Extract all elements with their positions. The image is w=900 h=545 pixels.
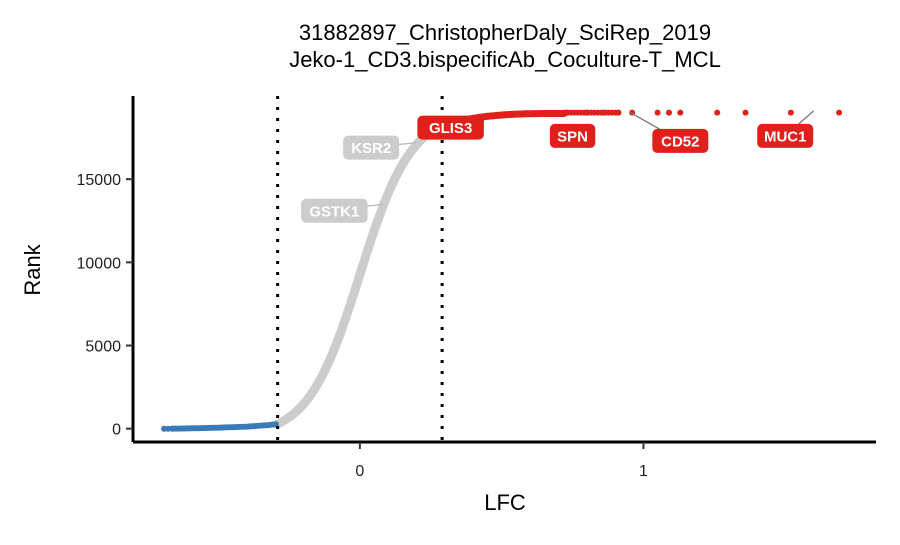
- x-axis-title: LFC: [484, 490, 526, 515]
- annotation-label: CD52: [661, 133, 699, 150]
- up-point: [787, 109, 794, 116]
- annotation-label-box: [301, 198, 368, 223]
- down-regulated-points: [161, 421, 279, 432]
- up-point: [654, 109, 661, 116]
- gene-annotation-muc1: MUC1: [757, 110, 815, 148]
- annotation-label-box: [757, 123, 814, 148]
- neutral-gene-curve: [273, 120, 447, 429]
- gene-annotation-glis3: GLIS3: [417, 115, 484, 140]
- up-point: [600, 109, 607, 116]
- gene-annotation-cd52: CD52: [628, 111, 709, 153]
- annotation-label: SPN: [557, 128, 588, 145]
- gene-annotation-gstk1: GSTK1: [301, 198, 383, 223]
- y-tick-label: 5000: [85, 339, 121, 356]
- up-point: [742, 109, 749, 116]
- x-tick-label: 1: [639, 463, 648, 480]
- chart-title: 31882897_ChristopherDaly_SciRep_2019: [299, 20, 711, 45]
- up-point: [583, 109, 590, 116]
- up-point: [836, 109, 843, 116]
- gene-annotation-spn: SPN: [549, 123, 596, 148]
- y-axis-title: Rank: [20, 243, 45, 295]
- up-point: [614, 109, 621, 116]
- down-point: [169, 425, 176, 432]
- gene-annotation-ksr2: KSR2: [343, 135, 417, 160]
- annotation-label-box: [549, 123, 596, 148]
- annotation-label-box: [652, 128, 709, 153]
- y-tick-label: 0: [112, 422, 121, 439]
- up-point: [666, 109, 672, 116]
- y-tick-label: 15000: [77, 172, 122, 189]
- annotation-label: GLIS3: [429, 120, 472, 137]
- down-point: [272, 421, 279, 428]
- annotation-label: KSR2: [351, 140, 391, 157]
- up-point: [677, 109, 684, 116]
- plot-layer: 0 5000 10000 15000 0 1 GLIS3 SPN CD52 MUC1 KSR2 GST…: [77, 96, 876, 480]
- up-point: [563, 109, 570, 116]
- up-regulated-points: [438, 109, 843, 129]
- annotation-label: GSTK1: [309, 203, 359, 220]
- chart-subtitle: Jeko-1_CD3.bispecificAb_Coculture-T_MCL: [289, 47, 721, 72]
- annotation-label: MUC1: [764, 128, 807, 145]
- down-point: [161, 425, 168, 432]
- y-tick-label: 10000: [77, 255, 122, 272]
- x-tick-label: 0: [355, 463, 364, 480]
- annotation-label-box: [343, 135, 400, 160]
- annotation-label-box: [417, 115, 484, 140]
- up-point: [714, 109, 721, 116]
